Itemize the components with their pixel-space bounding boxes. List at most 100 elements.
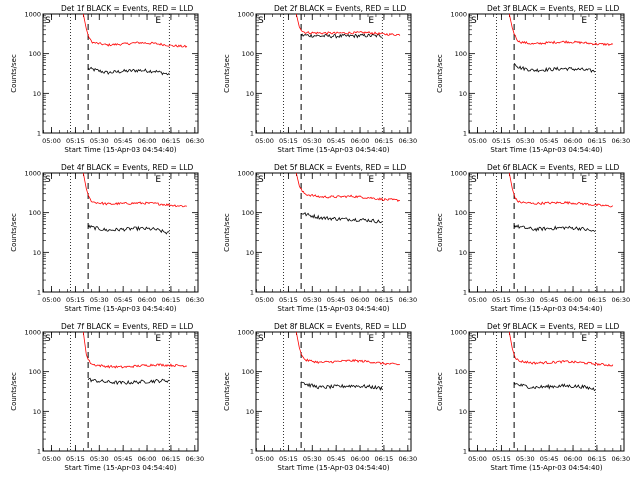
x-tick-label: 05:00	[42, 296, 61, 304]
x-tick-label: 06:30	[611, 296, 630, 304]
start-marker-label: S	[45, 16, 51, 26]
x-tick-label: 05:30	[90, 137, 109, 145]
x-tick-label: 06:00	[564, 455, 583, 463]
y-tick-label: 100	[242, 50, 254, 58]
panel-3: Det 3f BLACK = Events, RED = LLD 1 10 100 10…	[436, 4, 630, 154]
y-tick-label: 1000	[237, 329, 254, 337]
x-tick-label: 06:30	[398, 137, 417, 145]
x-tick-label: 05:30	[90, 296, 109, 304]
y-tick-label: 10	[33, 408, 41, 416]
y-tick-label: 1000	[24, 329, 41, 337]
x-tick-label: 05:15	[66, 455, 85, 463]
y-tick-label: 1000	[24, 11, 41, 19]
x-tick-label: 05:15	[492, 455, 511, 463]
end-marker-label: E	[368, 334, 374, 344]
panel-title: Det 3f BLACK = Events, RED = LLD	[487, 4, 620, 13]
y-tick-label: 1000	[450, 170, 467, 178]
x-tick-label: 05:30	[303, 296, 322, 304]
plot-frame	[255, 172, 412, 293]
lld-series-line	[508, 331, 614, 367]
lld-series-line	[295, 331, 401, 366]
start-marker-label: S	[471, 16, 477, 26]
x-axis-label: Start Time (15-Apr-03 04:54:40)	[490, 146, 602, 154]
end-marker-label: E	[581, 175, 587, 185]
x-axis-label: Start Time (15-Apr-03 04:54:40)	[277, 464, 389, 472]
x-tick-label: 05:45	[540, 455, 559, 463]
plot-frame	[42, 13, 199, 134]
x-tick-label: 06:15	[588, 296, 607, 304]
x-tick-label: 05:00	[468, 296, 487, 304]
panel-2: Det 2f BLACK = Events, RED = LLD 1 10 100 10…	[223, 4, 417, 154]
x-tick-label: 06:15	[375, 137, 394, 145]
y-tick-label: 1000	[237, 170, 254, 178]
end-marker-label: E	[581, 16, 587, 26]
y-tick-label: 1	[37, 289, 41, 297]
x-tick-label: 05:00	[468, 137, 487, 145]
x-tick-label: 05:15	[492, 137, 511, 145]
y-tick-label: 1	[37, 130, 41, 138]
x-tick-label: 05:30	[90, 455, 109, 463]
x-axis-label: Start Time (15-Apr-03 04:54:40)	[277, 305, 389, 313]
y-axis-label: Counts/sec	[10, 213, 18, 252]
events-series-line	[513, 63, 596, 74]
x-tick-label: 05:30	[303, 455, 322, 463]
y-tick-label: 1	[250, 289, 254, 297]
panel-7: Det 7f BLACK = Events, RED = LLD 1 10 100 10…	[10, 322, 204, 472]
x-axis-label: Start Time (15-Apr-03 04:54:40)	[64, 146, 176, 154]
panel-title: Det 4f BLACK = Events, RED = LLD	[61, 163, 194, 172]
x-tick-label: 06:00	[351, 296, 370, 304]
y-tick-label: 100	[455, 50, 467, 58]
y-tick-label: 1	[250, 448, 254, 456]
x-tick-label: 05:30	[516, 296, 535, 304]
x-tick-label: 06:00	[138, 137, 157, 145]
events-series-line	[87, 224, 170, 235]
plot-frame	[255, 331, 412, 452]
x-tick-label: 06:15	[375, 455, 394, 463]
x-tick-label: 06:15	[162, 455, 181, 463]
x-tick-label: 06:30	[611, 455, 630, 463]
lld-series-line	[508, 13, 614, 46]
panel-title: Det 7f BLACK = Events, RED = LLD	[61, 322, 194, 331]
x-tick-label: 05:30	[303, 137, 322, 145]
y-axis-label: Counts/sec	[436, 213, 444, 252]
x-tick-label: 06:30	[398, 455, 417, 463]
panel-title: Det 1f BLACK = Events, RED = LLD	[61, 4, 194, 13]
plot-frame	[468, 172, 625, 293]
x-tick-label: 06:30	[185, 455, 204, 463]
x-tick-label: 05:15	[66, 137, 85, 145]
plot-frame	[468, 13, 625, 134]
y-tick-label: 100	[242, 368, 254, 376]
x-tick-label: 05:45	[327, 455, 346, 463]
x-tick-label: 05:45	[327, 296, 346, 304]
y-tick-label: 1	[463, 130, 467, 138]
x-tick-label: 06:30	[185, 137, 204, 145]
y-tick-label: 10	[459, 90, 467, 98]
y-tick-label: 100	[455, 209, 467, 217]
events-series-line	[87, 377, 170, 386]
x-tick-label: 06:15	[588, 137, 607, 145]
x-tick-label: 05:00	[468, 455, 487, 463]
y-tick-label: 1000	[24, 170, 41, 178]
x-tick-label: 05:30	[516, 137, 535, 145]
panel-title: Det 9f BLACK = Events, RED = LLD	[487, 322, 620, 331]
plot-frame	[42, 331, 199, 452]
lld-series-line	[508, 172, 614, 208]
y-axis-label: Counts/sec	[223, 54, 231, 93]
panel-4: Det 4f BLACK = Events, RED = LLD 1 10 100 10…	[10, 163, 204, 313]
x-tick-label: 06:00	[351, 455, 370, 463]
x-tick-label: 06:00	[564, 137, 583, 145]
lld-series-line	[295, 172, 401, 202]
x-axis-label: Start Time (15-Apr-03 04:54:40)	[64, 464, 176, 472]
y-tick-label: 1000	[450, 11, 467, 19]
start-marker-label: S	[45, 175, 51, 185]
x-tick-label: 05:45	[327, 137, 346, 145]
events-series-line	[300, 33, 383, 39]
panel-9: Det 9f BLACK = Events, RED = LLD 1 10 100 10…	[436, 322, 630, 472]
start-marker-label: S	[471, 175, 477, 185]
x-axis-label: Start Time (15-Apr-03 04:54:40)	[490, 305, 602, 313]
events-series-line	[87, 66, 170, 76]
lld-series-line	[82, 13, 188, 48]
x-axis-label: Start Time (15-Apr-03 04:54:40)	[490, 464, 602, 472]
y-axis-label: Counts/sec	[223, 372, 231, 411]
y-tick-label: 10	[33, 249, 41, 257]
